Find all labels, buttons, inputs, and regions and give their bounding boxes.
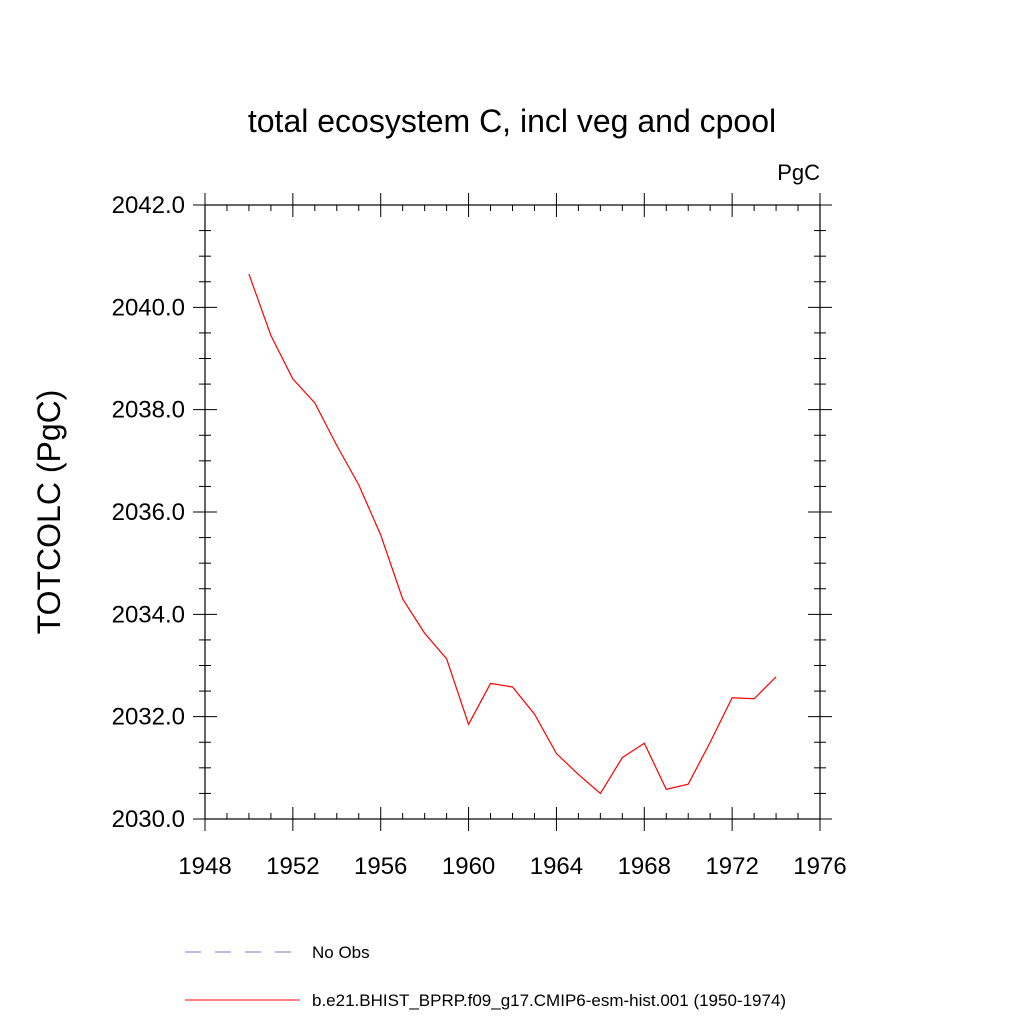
legend-label: No Obs [312, 943, 370, 962]
series-layer [248, 273, 777, 795]
y-tick-label: 2034.0 [112, 601, 185, 628]
plot-area-frame [204, 204, 821, 820]
legend-label: b.e21.BHIST_BPRP.f09_g17.CMIP6-esm-hist.… [312, 991, 786, 1010]
x-tick-label: 1964 [530, 853, 583, 880]
chart-title: total ecosystem C, incl veg and cpool [248, 103, 776, 139]
x-tick-label: 1956 [354, 853, 407, 880]
legend: No Obs b.e21.BHIST_BPRP.f09_g17.CMIP6-esm… [185, 943, 786, 1010]
x-tick-label: 1972 [705, 853, 758, 880]
y-axis-label: TOTCOLC (PgC) [31, 390, 67, 635]
x-tick-label: 1968 [618, 853, 671, 880]
y-tick-label: 2038.0 [112, 397, 185, 424]
x-tick-label: 1960 [442, 853, 495, 880]
y-tick-label: 2030.0 [112, 806, 185, 833]
axis-ticks: 2030.0 2032.0 2034.0 2036.0 2038.0 2040.0 2042… [112, 192, 847, 880]
x-tick-label: 1952 [266, 853, 319, 880]
series-line [248, 273, 777, 795]
y-tick-label: 2042.0 [112, 192, 185, 219]
x-tick-label: 1948 [178, 853, 231, 880]
x-tick-label: 1976 [793, 853, 846, 880]
y-tick-label: 2032.0 [112, 704, 185, 731]
units-label: PgC [777, 160, 820, 185]
y-tick-label: 2040.0 [112, 294, 185, 321]
y-tick-label: 2036.0 [112, 499, 185, 526]
